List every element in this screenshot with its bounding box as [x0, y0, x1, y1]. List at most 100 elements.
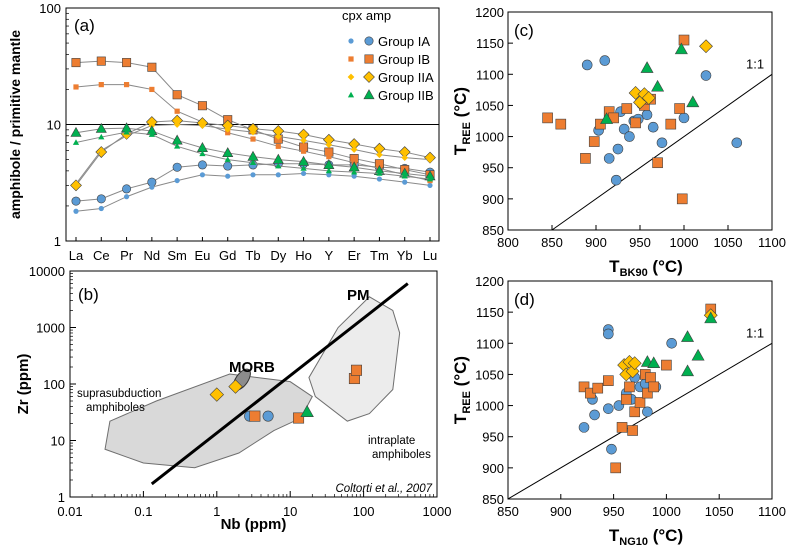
panel-d-point-group-ia — [589, 409, 600, 421]
panel-d-point-group-ib — [592, 382, 604, 394]
panel-d-one-to-one-line — [507, 342, 773, 500]
panel-b-x-tick-label: 1000 — [423, 504, 452, 519]
panel-c-y-axis-label: TREE (°C) — [451, 87, 473, 155]
panel-c-point-group-ib — [630, 117, 641, 129]
panel-a-point-group-ib-cpx — [172, 90, 182, 100]
panel-a-point-group-ib-amp — [300, 148, 307, 154]
panel-c-point-group-ia — [641, 109, 653, 121]
panel-c-point-group-ia — [731, 137, 743, 149]
panel-a-x-tick-label: Yb — [397, 248, 413, 263]
legend-marker-amp-group-ib — [348, 56, 354, 62]
panel-a-point-group-ia-cpx — [197, 160, 207, 170]
panel-b-y-tick-label: 1 — [58, 490, 65, 505]
panel-a-point-group-iib-amp — [300, 165, 307, 171]
panel-b-point-group-ib — [350, 364, 362, 376]
panel-d-y-axis-unit: (°C) — [451, 356, 470, 391]
panel-a-point-group-ib-cpx — [71, 58, 81, 68]
panel-a-point-group-ia-amp — [73, 208, 79, 214]
panel-d-y-tick-label: 1000 — [475, 399, 504, 414]
panel-c-x-tick-label: 1000 — [670, 235, 699, 250]
panel-d-x-axis-subscript: NG10 — [619, 536, 648, 548]
panel-a-x-tick-label: Pr — [120, 248, 134, 263]
morb-label: MORB — [229, 359, 275, 376]
panel-a-point-group-ia-amp — [427, 182, 433, 189]
panel-d-point-group-iib — [691, 348, 705, 361]
panel-a-point-group-ia-amp — [199, 172, 206, 178]
panel-a-point-group-ia-amp — [149, 184, 155, 190]
panel-b-y-axis-label: Zr (ppm) — [15, 354, 32, 415]
panel-a-point-group-iib-amp — [351, 168, 358, 175]
legend-marker-amp-group-iib — [347, 91, 355, 98]
pm-line — [150, 282, 409, 486]
panel-a-label: (a) — [74, 16, 95, 35]
panel-a-point-group-ib-cpx — [147, 62, 157, 72]
panel-a-point-group-ib-cpx — [197, 101, 207, 111]
panel-a-point-group-ia-amp — [123, 194, 130, 200]
panel-c-point-group-iib — [674, 42, 688, 55]
panel-a-point-group-ia-amp — [174, 177, 180, 184]
panel-d-x-tick-label: 850 — [497, 504, 519, 519]
panel-a-point-group-ia-cpx — [122, 184, 132, 194]
panel-b-x-tick-label: 100 — [353, 504, 375, 519]
panel-c-x-tick-label: 800 — [497, 235, 519, 250]
panel-b-x-tick-label: 10 — [283, 504, 297, 519]
panel-a-point-group-ib-amp — [98, 82, 104, 88]
panel-d-y-tick-label: 900 — [482, 461, 504, 476]
panel-c-point-group-ib — [555, 118, 567, 130]
panel-a-x-tick-label: Sm — [167, 248, 187, 263]
panel-d-point-group-ib — [620, 394, 632, 405]
intraplate-label-line2: amphiboles — [372, 449, 431, 461]
panel-d-point-group-ib — [627, 425, 638, 436]
panel-a-point-group-ia-cpx — [71, 196, 81, 206]
panel-c-y-axis-subscript: REE — [461, 122, 473, 145]
panel-a-point-group-iia-amp — [325, 141, 333, 149]
panel-c-x-tick-label: 1100 — [758, 235, 786, 250]
panel-d-x-tick-label: 1050 — [705, 504, 734, 519]
panel-c-one-to-one-label: 1:1 — [746, 56, 764, 71]
panel-a-x-tick-label: La — [69, 248, 84, 263]
panel-a-point-group-iia-amp — [350, 146, 358, 153]
panel-a-point-group-iia-amp — [376, 151, 383, 159]
panel-c-point-group-ib — [588, 136, 600, 147]
panel-d-y-tick-label: 1050 — [475, 367, 504, 382]
panel-a-point-group-iib-amp — [199, 150, 206, 157]
panel-c-point-group-ia — [624, 131, 635, 142]
panel-a-point-group-iib-amp — [249, 159, 257, 166]
panel-a-point-group-iib-amp — [148, 131, 155, 137]
panel-c-one-to-one-line — [551, 73, 773, 231]
panel-d-point-group-ib — [616, 422, 628, 433]
panel-d-x-tick-label: 950 — [603, 504, 625, 519]
panel-d-point-group-ia — [666, 337, 677, 349]
panel-a-point-group-ib-cpx — [96, 56, 106, 66]
panel-c-x-axis-main: T — [609, 257, 620, 276]
panel-b-y-tick-label: 10 — [51, 434, 65, 449]
pm-label: PM — [347, 287, 370, 304]
panel-c-y-axis-main: T — [451, 144, 470, 155]
panel-d-y-axis-subscript: REE — [461, 391, 473, 414]
panel-a-point-group-iib-amp — [123, 128, 130, 135]
panel-a-point-group-ib-amp — [73, 84, 79, 90]
panel-a-point-group-iib-amp — [224, 156, 231, 162]
panel-a-point-group-ib-amp — [149, 86, 155, 93]
panel-c-y-tick-label: 900 — [482, 192, 504, 207]
panel-c-point-group-ib — [652, 157, 663, 169]
panel-c-y-tick-label: 950 — [482, 161, 504, 176]
panel-c-point-group-ia — [647, 121, 659, 133]
panel-d-point-group-ib — [642, 387, 653, 399]
panel-a-point-group-iib-amp — [426, 175, 434, 182]
legend-marker-cpx-group-iib — [363, 89, 375, 100]
panel-c-point-group-ib — [665, 118, 677, 130]
panel-c-y-tick-label: 1050 — [475, 98, 504, 113]
panel-a-point-group-iia-amp — [426, 156, 434, 163]
panel-a-point-group-ia-amp — [326, 172, 332, 178]
panel-d-y-tick-label: 1100 — [476, 336, 504, 351]
panel-a-y-axis-label: amphibole / primitive mantle — [7, 30, 23, 219]
panel-c-y-tick-label: 1000 — [475, 130, 504, 145]
panel-b-label: (b) — [78, 285, 99, 304]
panel-a-point-group-ia-amp — [300, 170, 307, 177]
panel-c-point-group-ia — [700, 70, 712, 81]
panel-a-point-group-ib-amp — [275, 143, 281, 149]
panel-b-x-tick-label: 0.1 — [134, 504, 152, 519]
panel-a-point-group-ia-amp — [225, 173, 231, 179]
